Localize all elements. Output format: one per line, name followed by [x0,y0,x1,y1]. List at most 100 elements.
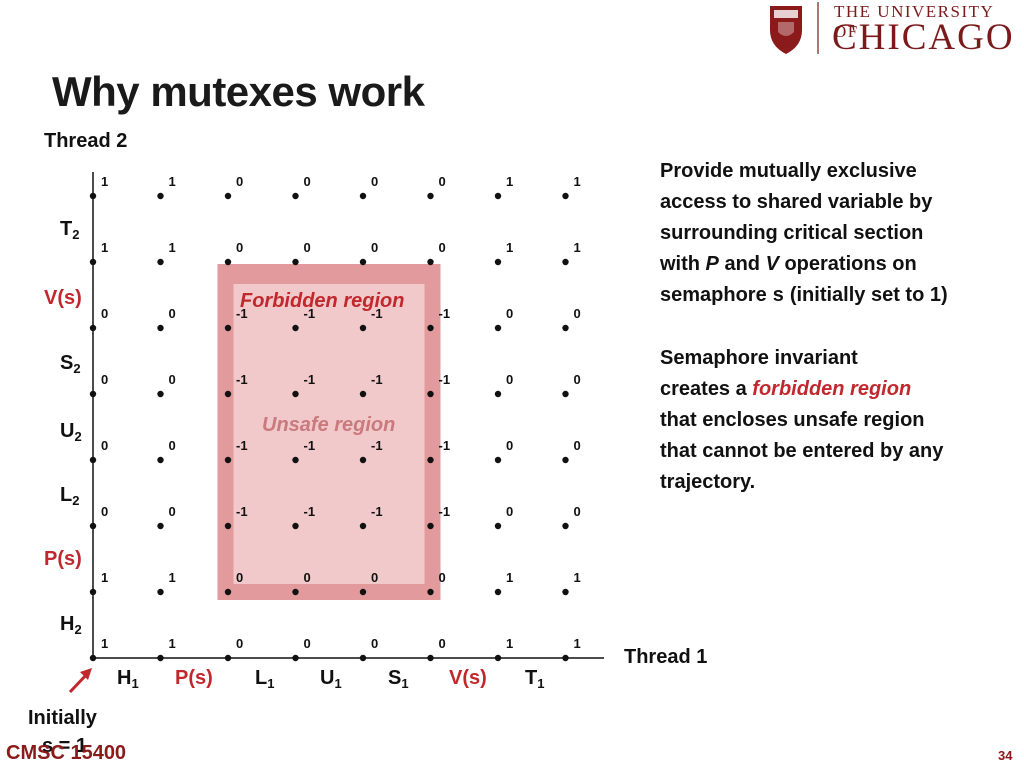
grid-point [427,654,434,662]
grid-point [359,654,367,662]
grid-point [494,192,502,200]
grid-value: 1 [101,570,108,585]
x-tick-label-text: V(s) [449,667,487,689]
grid-value: 1 [574,174,581,189]
grid-point [494,456,502,464]
grid-point [359,390,367,398]
grid-point [292,654,299,662]
grid-point [494,522,502,530]
x-tick-label-text: P(s) [175,667,213,689]
grid-value: 0 [506,504,513,519]
grid-value: -1 [371,306,383,321]
word-operations: operations on [778,253,917,275]
grid-point [427,192,434,200]
grid-value: -1 [236,504,248,519]
word-semaphore: semaphore [660,284,773,306]
y-tick-label-text: P(s) [44,548,82,570]
grid-value: 1 [101,174,108,189]
explanation-text: Provide mutually exclusive access to sha… [660,156,1000,498]
explanation-line-2: access to shared variable by [660,191,933,213]
slide-title: Why mutexes work [52,68,425,115]
y-tick-label: H2 [60,613,82,637]
y-tick-label: L2 [60,484,79,508]
grid-point [562,258,569,266]
x-tick-label-subscript: 1 [267,676,275,691]
grid-value: 0 [101,372,108,387]
grid-value: 1 [169,636,176,651]
forbidden-region-label: Forbidden region [240,290,405,312]
explanation-line-5: semaphore s (initially set to 1) [660,280,1000,312]
grid-point [562,192,569,200]
university-logo [766,0,1024,56]
grid-value: 0 [236,174,243,189]
grid-value: 0 [169,504,176,519]
grid-point [89,192,97,200]
grid-value: 0 [506,372,513,387]
unsafe-region-label: Unsafe region [262,414,396,436]
grid-point [89,654,97,662]
grid-value: 1 [506,636,513,651]
grid-point [224,258,232,266]
grid-value: -1 [371,504,383,519]
progress-graph: 1 1 0 0 0 0 1 1 1 1 0 0 0 0 1 1 0 0 -1 -1 -1 -1 0 0 0 0 -1 -1 -1 -1 0 0… [68,172,604,694]
grid-value: -1 [371,438,383,453]
x-tick-label-subscript: 1 [401,676,409,691]
grid-value: 1 [574,570,581,585]
grid-point [157,390,164,398]
s-equals-text: s = 1 [42,735,88,757]
grid-point [494,588,502,596]
university-name-main: CHICAGO [832,17,1015,58]
x-tick-label-subscript: 1 [131,676,139,691]
grid-value: 0 [101,306,108,321]
grid-point [224,324,232,332]
y-tick-label: V(s) [44,287,82,310]
grid-value: -1 [304,372,316,387]
word-V: V [765,253,779,275]
grid-value: 0 [236,570,243,585]
x-tick-label: S1 [388,667,409,691]
grid-point [494,654,502,662]
word-P: P [705,253,719,275]
word-and: and [718,253,766,275]
grid-value: 0 [574,372,581,387]
y-tick-label-text: U [60,420,75,442]
grid-point [292,324,299,332]
grid-point [157,258,164,266]
grid-point [427,588,434,596]
y-tick-label-subscript: 2 [72,493,80,508]
grid-point [562,456,569,464]
y-tick-label-subscript: 2 [73,361,81,376]
grid-value: 0 [101,504,108,519]
explanation-line-4: with P and V operations on [660,249,1000,280]
explanation-line-3: surrounding critical section [660,222,924,244]
grid-point [89,456,97,464]
y-tick-label: U2 [60,420,82,444]
arrow-head-icon [80,668,92,680]
grid-point [359,456,367,464]
grid-point [292,390,299,398]
grid-value: 0 [169,306,176,321]
y-tick-label-text: T [60,218,73,240]
grid-value: 1 [506,174,513,189]
grid-value: -1 [439,438,451,453]
y-tick-label-subscript: 2 [74,622,82,637]
grid-value: 0 [304,240,311,255]
grid-value: -1 [236,372,248,387]
invariant-line-3: that encloses unsafe region [660,409,925,431]
grid-point [494,324,502,332]
invariant-line-4: that cannot be entered by any [660,440,944,462]
y-tick-label-text: H [60,613,75,635]
grid-point [562,654,569,662]
grid-value: 1 [506,240,513,255]
grid-point [427,258,434,266]
grid-point [157,522,164,530]
y-tick-label-text: V(s) [44,287,82,309]
y-tick-label: S2 [60,352,81,376]
forbidden-region-highlight: forbidden region [752,378,912,400]
word-with: with [660,253,706,275]
grid-value: 0 [371,570,378,585]
grid-value: 0 [439,570,446,585]
grid-point [359,588,367,596]
grid-point [157,456,164,464]
invariant-line-1: Semaphore invariant [660,347,858,369]
